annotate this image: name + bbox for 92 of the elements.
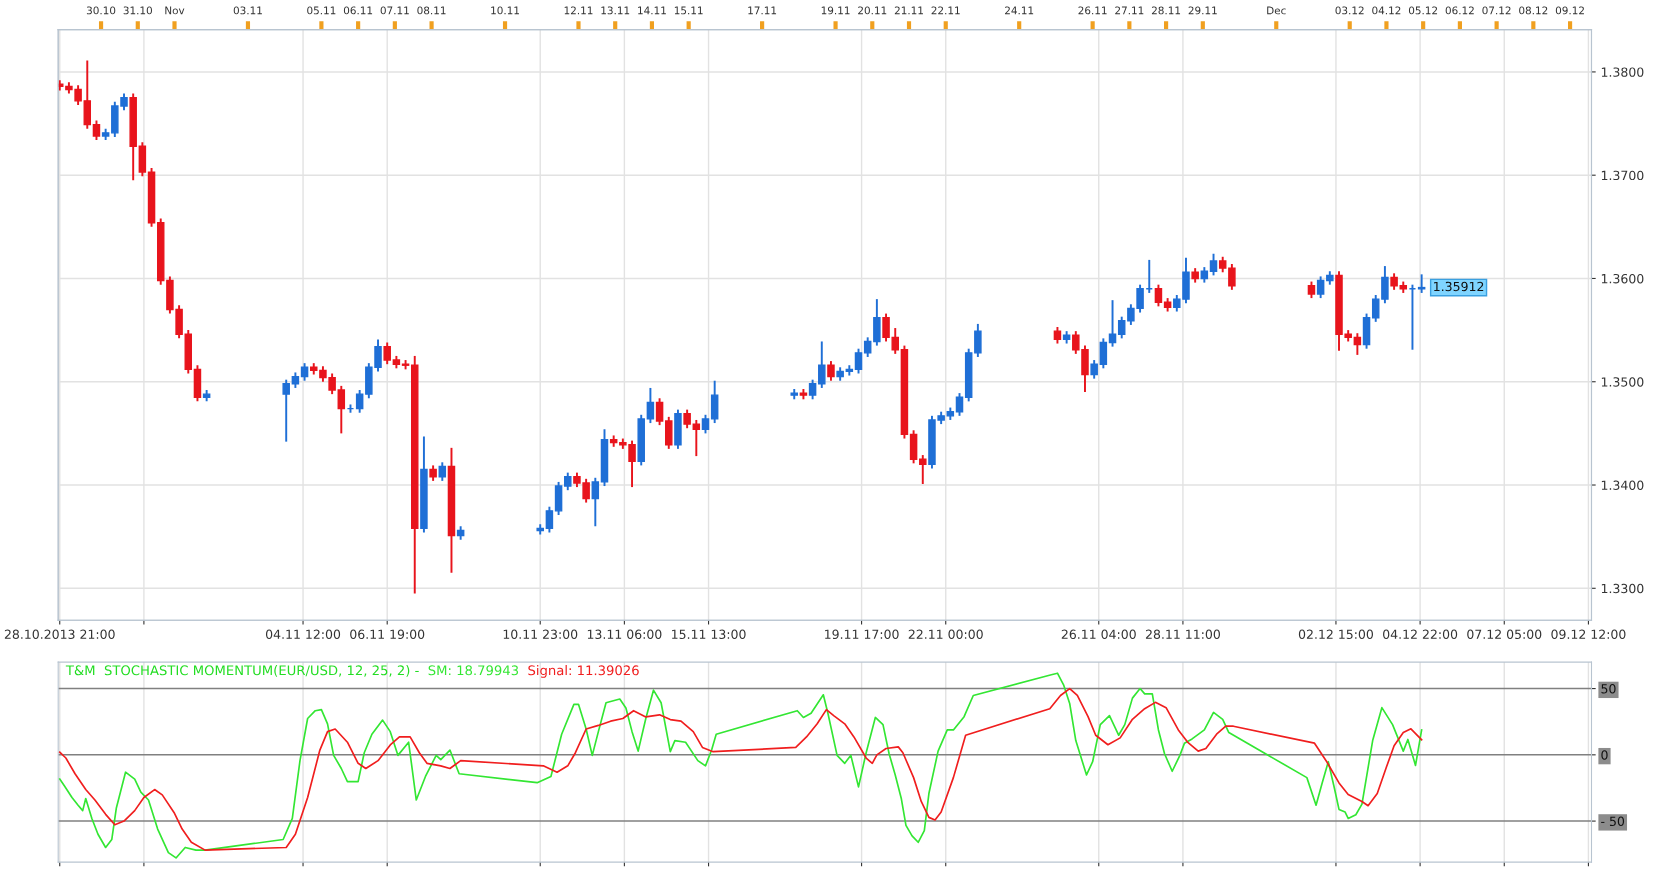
candlestick [1316, 275, 1325, 300]
x2-tick-label: 05.12 [1408, 6, 1438, 15]
candlestick [337, 384, 346, 435]
y-tick-label: 0 [1601, 750, 1608, 760]
x2-tick-label: 05.11 [307, 6, 336, 15]
candlestick [646, 386, 655, 425]
candlestick [1209, 252, 1218, 277]
candlestick [591, 476, 600, 528]
x2-tick-label: 06.11 [343, 6, 373, 15]
candlestick [1228, 263, 1236, 291]
y-tick-label: 1.3700 [1601, 170, 1644, 181]
candlestick [383, 341, 391, 366]
chart-title: T&M STOCHASTIC MOMENTUM(EUR/USD, 12, 25, 2) - [65, 665, 419, 677]
x2-tick-label: 29.11 [1188, 6, 1217, 15]
candlestick [827, 360, 835, 382]
annotation: 1.35912 [1434, 281, 1484, 292]
x2-tick-label: 26.11 [1078, 6, 1107, 15]
candlestick [1117, 315, 1126, 340]
candlestick [655, 397, 664, 427]
x-tick-label: 02.12 15:00 [1298, 629, 1373, 640]
candlestick [683, 408, 691, 430]
y-tick-label: 1.3400 [1601, 480, 1644, 490]
x2-tick-label: Dec [1267, 6, 1286, 15]
candlestick [854, 347, 863, 375]
candlestick [974, 322, 982, 358]
candlestick [919, 454, 927, 485]
x2-tick-label: 08.12 [1519, 6, 1548, 15]
candlestick [818, 340, 826, 389]
candlestick [1154, 283, 1163, 308]
candlestick [282, 378, 290, 443]
candlestick [955, 392, 964, 417]
x2-tick-label: 12.11 [564, 6, 593, 15]
x2-tick-label: 21.11 [894, 6, 923, 15]
x-tick-label: 10.11 23:00 [503, 629, 578, 640]
x2-tick-label: 07.12 [1482, 6, 1511, 15]
x2-tick-label: 03.12 [1335, 6, 1364, 15]
y-tick-label: 1.3500 [1601, 377, 1644, 387]
y-tick-label: 1.3800 [1601, 67, 1644, 77]
candlestick [545, 505, 554, 534]
x2-tick-label: 30.10 [86, 6, 116, 15]
x2-tick-label: 13.11 [601, 6, 630, 15]
x-tick-label: 28.10.2013 21:00 [4, 629, 115, 640]
x-tick-label: 06.11 19:00 [350, 629, 425, 640]
x-tick-label: 22.11 00:00 [908, 629, 983, 640]
x2-tick-label: 07.11 [380, 6, 409, 15]
x2-tick-label: 24.11 [1005, 6, 1034, 15]
candlestick [863, 336, 872, 358]
x2-tick-label: 17.11 [748, 6, 777, 15]
x2-tick-label: 06.12 [1445, 6, 1474, 15]
x-tick-label: 09.12 12:00 [1551, 629, 1626, 640]
candlestick [92, 119, 101, 142]
y-tick-label: - 50 [1601, 816, 1625, 827]
y-tick-label: 50 [1601, 684, 1616, 694]
x2-tick-label: Nov [165, 6, 185, 15]
candlestick [808, 378, 817, 401]
candlestick [701, 413, 710, 435]
candlestick [1090, 359, 1098, 380]
x2-tick-label: 19.11 [821, 6, 850, 15]
x2-tick-label: 22.11 [931, 6, 960, 15]
x2-tick-label: 20.11 [858, 6, 887, 15]
candlestick [692, 418, 701, 458]
x2-tick-label: 03.11 [233, 6, 262, 15]
x2-tick-label: 28.11 [1151, 6, 1181, 15]
candlestick [873, 298, 881, 347]
candlestick [1099, 337, 1108, 370]
candlestick [83, 59, 92, 130]
candlestick [1371, 294, 1380, 323]
x2-tick-label: 08.11 [417, 6, 446, 15]
x-tick-label: 19.11 17:00 [825, 629, 899, 640]
text: Signal: 11.39026 [528, 665, 639, 678]
x2-tick-label: 31.10 [123, 6, 152, 15]
x2-tick-label: 10.11 [491, 6, 519, 15]
x2-tick-label: 09.12 [1555, 6, 1584, 15]
candlestick [438, 461, 447, 482]
x-tick-label: 04.11 12:00 [265, 629, 341, 640]
y-tick-label: 1.3600 [1601, 273, 1644, 284]
candlestick [1381, 265, 1389, 305]
x-tick-label: 04.12 22:00 [1383, 629, 1458, 640]
y-tick-label: 1.3300 [1601, 583, 1644, 594]
x2-tick-label: 15.11 [674, 6, 703, 15]
x-tick-label: 07.12 05:00 [1467, 629, 1542, 640]
x2-tick-label: 04.12 [1372, 6, 1401, 15]
candlestick [355, 389, 364, 414]
x2-tick-label: 27.11 [1115, 6, 1144, 15]
candlestick [665, 415, 673, 450]
x-tick-label: 13.11 06:00 [587, 629, 662, 640]
x2-tick-label: 14.11 [638, 6, 666, 15]
text: SM: 18.79943 [428, 665, 519, 676]
x-tick-label: 26.11 04:00 [1061, 629, 1136, 640]
candlestick [710, 379, 719, 425]
x-tick-label: 15.11 13:00 [672, 629, 746, 640]
x-tick-label: 28.11 11:00 [1145, 629, 1220, 640]
